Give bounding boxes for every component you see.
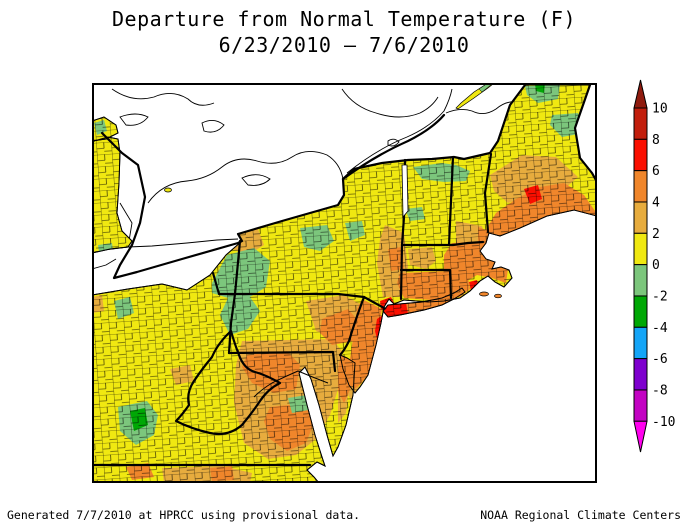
map-shape: [92, 116, 119, 142]
coastal-islands: [164, 187, 502, 299]
legend-segment-4_to_6: [633, 170, 648, 203]
legend-segment-neg10_to_neg8: [633, 389, 648, 422]
lake-champlain: [401, 164, 409, 219]
map-shape: [111, 88, 215, 106]
legend-tick-label: 2: [652, 227, 660, 242]
map-shape: [445, 101, 521, 114]
page-title: Departure from Normal Temperature (F): [111, 7, 577, 31]
legend-segment-6_to_8: [633, 138, 648, 172]
temperature-departure-map: [92, 83, 597, 483]
map-shape: [164, 187, 172, 193]
us-canada-border-lakes: [100, 113, 446, 280]
nh-me-border: [483, 152, 493, 234]
river-lines: [253, 370, 329, 398]
map-shape: [92, 258, 117, 270]
legend-tick-label: 0: [652, 258, 660, 273]
legend-tick-label: -4: [652, 321, 668, 336]
legend-arrow-above-10: [633, 79, 648, 109]
legend-segment-2_to_4: [633, 201, 648, 234]
map-shape: [147, 151, 344, 204]
legend-segment-neg6_to_neg4: [633, 326, 648, 360]
noaa-credit: NOAA Regional Climate Centers: [480, 508, 681, 522]
map-shape: [387, 138, 400, 147]
map-shape: 10 8 6 4 2 0 -2 -4 -6 -8 -10: [633, 79, 675, 453]
map-shape: [119, 113, 149, 126]
legend-tick-label: 10: [652, 102, 668, 117]
legend-arrow-below-neg10: [633, 420, 648, 453]
mason-dixon-line: [227, 350, 337, 373]
map-shape: [382, 287, 466, 318]
maine-nb-border: [573, 83, 597, 184]
legend-tick-label: -10: [652, 415, 675, 430]
generated-note: Generated 7/7/2010 at HPRCC using provis…: [7, 508, 361, 522]
map-shape: [201, 120, 225, 133]
map-frame-border: [92, 83, 597, 483]
temperature-scale-legend: 10 8 6 4 2 0 -2 -4 -6 -8 -10: [633, 79, 675, 453]
legend-segment-neg2_to_0: [633, 264, 648, 297]
st-lawrence-sliver-green-tip: [478, 83, 493, 93]
oh-pa-border: [227, 239, 242, 355]
map-shape: [341, 88, 439, 118]
legend-tick-label: -8: [652, 383, 668, 398]
legend-tick-label: -6: [652, 352, 668, 367]
county-grid-texture: [92, 85, 597, 483]
map-shape: [92, 136, 133, 254]
ny-nj-border: [362, 295, 386, 310]
ny-pa-border: [211, 271, 366, 299]
vt-nh-border: [447, 155, 455, 247]
ma-north-border: [400, 240, 485, 247]
legend-tick-label: 6: [652, 164, 660, 179]
legend-segment-0_to_2: [633, 232, 648, 266]
potomac-river: [253, 370, 329, 398]
legend-tick-label: -2: [652, 289, 668, 304]
delaware-river-border: [338, 295, 366, 357]
map-shape: [479, 291, 489, 297]
map-shape: [494, 293, 502, 299]
legend-segment-8_to_10: [633, 107, 648, 140]
ma-ct-ri-borders: [399, 268, 453, 300]
state-borders: [92, 83, 597, 467]
legend-segment-neg8_to_neg6: [633, 358, 648, 391]
legend-segment-neg4_to_neg2: [633, 295, 648, 328]
map-shape: [346, 88, 453, 174]
legend-tick-label: 8: [652, 133, 660, 148]
page-subtitle-dates: 6/23/2010 – 7/6/2010: [218, 33, 470, 57]
legend-tick-label: 4: [652, 195, 660, 210]
map-shape: [241, 174, 271, 186]
wv-border-loop: [174, 329, 282, 436]
ny-east-border: [399, 243, 404, 301]
